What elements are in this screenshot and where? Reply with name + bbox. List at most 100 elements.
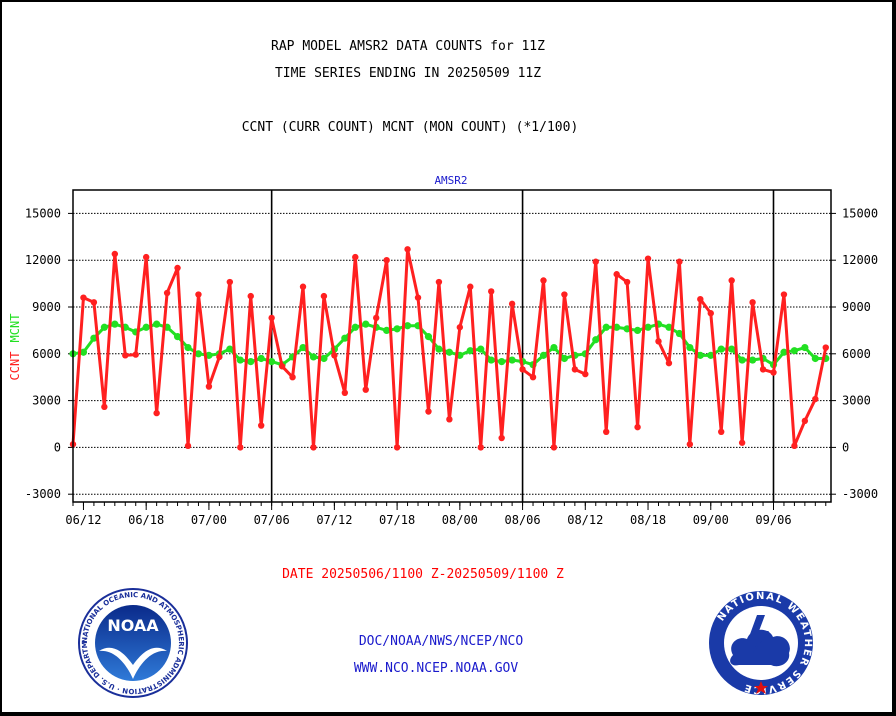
y-axis-label: CCNT MCNT xyxy=(8,314,22,381)
data-point-ccnt xyxy=(278,363,286,370)
noaa-bird-icon xyxy=(99,647,167,679)
data-point-ccnt xyxy=(529,374,537,381)
data-point-ccnt xyxy=(477,444,484,451)
data-point-mcnt xyxy=(748,356,757,364)
y-tick-label-right: 0 xyxy=(842,440,849,454)
data-point-mcnt xyxy=(309,353,318,361)
data-point-mcnt xyxy=(194,350,203,358)
x-tick-label: 06/12 xyxy=(65,513,101,527)
data-point-ccnt xyxy=(571,366,579,373)
data-point-mcnt xyxy=(602,323,610,331)
data-point-ccnt xyxy=(205,383,213,390)
chart-subtitle: CCNT (CURR COUNT) MCNT (MON COUNT) (*1/1… xyxy=(242,120,579,135)
data-point-ccnt xyxy=(498,434,505,442)
data-point-mcnt xyxy=(247,358,255,366)
data-point-ccnt xyxy=(90,299,98,306)
data-point-mcnt xyxy=(445,348,453,356)
data-point-ccnt xyxy=(247,292,254,300)
plot-frame xyxy=(72,189,832,503)
data-point-ccnt xyxy=(404,246,411,253)
data-point-mcnt xyxy=(111,320,119,328)
data-point-ccnt xyxy=(508,300,516,308)
data-point-ccnt xyxy=(425,408,432,415)
data-point-ccnt xyxy=(414,294,422,301)
data-point-ccnt xyxy=(320,292,328,300)
data-point-ccnt xyxy=(467,283,474,290)
data-point-ccnt xyxy=(780,291,788,298)
data-point-mcnt xyxy=(560,354,568,363)
data-point-ccnt xyxy=(592,258,599,265)
chart-title-line2: TIME SERIES ENDING IN 20250509 11Z xyxy=(275,66,541,81)
data-point-mcnt xyxy=(728,345,736,353)
x-tick-label: 09/00 xyxy=(693,513,729,527)
y-tick-label-right: 15000 xyxy=(842,206,878,220)
data-point-ccnt xyxy=(718,428,725,435)
data-point-ccnt xyxy=(122,352,129,359)
data-point-ccnt xyxy=(665,359,673,367)
x-tick-label: 07/12 xyxy=(316,513,352,527)
data-point-mcnt xyxy=(466,347,474,355)
panel-label: AMSR2 xyxy=(434,174,467,187)
data-point-ccnt xyxy=(153,409,160,417)
data-point-ccnt xyxy=(226,278,234,286)
data-point-mcnt xyxy=(351,323,359,331)
data-point-mcnt xyxy=(90,334,98,342)
data-point-mcnt xyxy=(403,322,412,330)
data-point-ccnt xyxy=(184,442,192,450)
data-point-mcnt xyxy=(633,326,642,334)
y-tick-label-right: 9000 xyxy=(842,300,871,314)
org-path-link[interactable]: DOC/NOAA/NWS/NCEP/NCO xyxy=(359,634,524,649)
data-point-ccnt xyxy=(80,294,87,301)
nws-lightning-icon xyxy=(749,615,769,653)
x-ticks: 06/12 06/18 07/00 07/06 07/12 07/18 08/00 08/06… xyxy=(65,502,827,527)
chart-title-line1: RAP MODEL AMSR2 DATA COUNTS for 11Z xyxy=(271,39,545,54)
x-tick-label: 08/00 xyxy=(442,513,478,527)
y-tick-label-right: 3000 xyxy=(842,394,871,408)
data-point-ccnt xyxy=(101,403,108,411)
series-ccnt xyxy=(69,246,829,451)
data-point-mcnt xyxy=(184,343,192,352)
data-point-mcnt xyxy=(320,354,328,363)
data-point-ccnt xyxy=(770,369,777,376)
data-point-mcnt xyxy=(801,343,809,352)
data-point-mcnt xyxy=(299,343,307,352)
data-point-ccnt xyxy=(163,289,171,297)
data-point-ccnt xyxy=(697,296,704,303)
x-tick-label: 07/06 xyxy=(254,513,290,527)
data-point-mcnt xyxy=(268,358,276,366)
data-point-ccnt xyxy=(373,314,380,322)
data-point-ccnt xyxy=(582,370,589,378)
data-point-ccnt xyxy=(540,277,547,284)
data-point-ccnt xyxy=(393,444,401,451)
data-point-ccnt xyxy=(550,444,558,451)
data-point-ccnt xyxy=(195,291,202,298)
date-range: DATE 20250506/1100 Z-20250509/1100 Z xyxy=(282,567,564,582)
y-tick-label-right: 6000 xyxy=(842,347,871,361)
y-ticks-left: -3000 0 3000 6000 9000 12000 15000 xyxy=(25,206,73,501)
data-point-ccnt xyxy=(142,253,150,261)
data-point-ccnt xyxy=(341,389,349,396)
data-point-mcnt xyxy=(100,323,108,331)
data-point-ccnt xyxy=(655,338,662,345)
data-point-mcnt xyxy=(393,325,401,333)
data-point-mcnt xyxy=(665,323,673,331)
y-ticks-right: -3000 0 3000 6000 9000 12000 15000 xyxy=(831,206,878,501)
x-tick-label: 08/18 xyxy=(630,513,666,527)
data-point-ccnt xyxy=(519,366,526,373)
data-point-mcnt xyxy=(790,347,799,355)
noaa-logo-text: NOAA xyxy=(107,616,159,635)
data-point-mcnt xyxy=(696,351,704,359)
data-point-ccnt xyxy=(822,344,829,351)
data-point-mcnt xyxy=(539,351,548,359)
website-link[interactable]: WWW.NCO.NCEP.NOAA.GOV xyxy=(354,661,519,676)
y-axis-label-mcnt: MCNT xyxy=(8,314,22,343)
data-point-ccnt xyxy=(738,439,746,446)
data-point-ccnt xyxy=(603,428,610,435)
data-point-ccnt xyxy=(623,278,631,286)
data-point-ccnt xyxy=(174,264,181,272)
data-point-ccnt xyxy=(759,366,767,373)
data-point-ccnt xyxy=(488,288,495,295)
data-point-mcnt xyxy=(613,323,621,331)
data-point-ccnt xyxy=(728,277,735,284)
